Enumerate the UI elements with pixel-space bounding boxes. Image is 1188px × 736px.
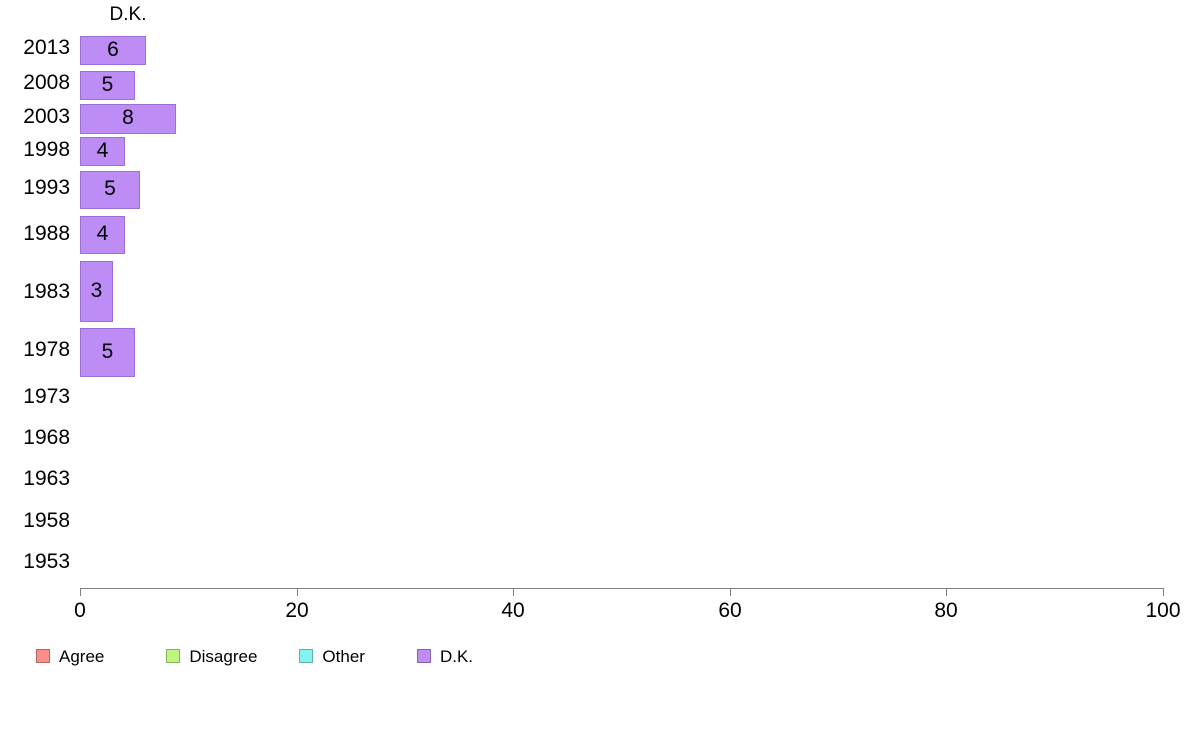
category-label-1968: 1968 [23,426,70,449]
x-axis-line [80,588,1164,589]
category-label-1953: 1953 [23,550,70,573]
x-axis-tick-100 [1163,588,1164,596]
category-label-1978: 1978 [23,338,70,361]
legend-item-agree[interactable]: Agree [36,648,104,665]
x-axis-tick-40 [513,588,514,596]
bar-dk-2008[interactable] [80,71,135,100]
category-label-1963: 1963 [23,467,70,490]
bar-dk-2013[interactable] [80,36,146,65]
x-axis-tick-label-40: 40 [501,599,525,622]
legend-label: Other [322,646,365,666]
legend-swatch-icon-other [299,649,314,663]
bar-dk-1993[interactable] [80,171,140,209]
bar-dk-1988[interactable] [80,216,125,254]
category-label-2003: 2003 [23,105,70,128]
category-label-1958: 1958 [23,509,70,532]
legend-item-other[interactable]: Other [299,648,365,665]
x-axis-tick-20 [297,588,298,596]
category-label-1983: 1983 [23,280,70,303]
legend-label: Disagree [189,646,258,666]
category-label-1973: 1973 [23,385,70,408]
bar-dk-2003[interactable] [80,104,176,134]
bar-dk-1978[interactable] [80,328,135,377]
legend: Agree Disagree Other D.K. [36,645,473,667]
x-axis-tick-label-60: 60 [718,599,742,622]
x-axis-tick-60 [730,588,731,596]
legend-item-dk[interactable]: D.K. [416,646,474,666]
legend-swatch-icon-dk [416,649,431,663]
category-label-1998: 1998 [23,138,70,161]
x-axis-tick-label-0: 0 [74,599,86,622]
column-title: D.K. [109,4,147,25]
x-axis-tick-80 [946,588,947,596]
legend-label: D.K. [439,646,474,666]
x-axis-tick-0 [80,588,81,596]
x-axis-tick-label-20: 20 [285,599,309,622]
bar-dk-1998[interactable] [80,137,125,166]
legend-swatch-icon-agree [36,649,50,663]
category-label-2008: 2008 [23,71,70,94]
category-label-1988: 1988 [23,222,70,245]
bar-dk-1983[interactable] [80,261,113,322]
legend-swatch-icon-disagree [166,649,181,663]
category-label-1993: 1993 [23,176,70,199]
legend-label: Agree [59,646,105,666]
legend-item-disagree[interactable]: Disagree [166,648,257,665]
x-axis-tick-label-100: 100 [1145,599,1181,622]
x-axis-tick-label-80: 80 [934,599,958,622]
category-label-2013: 2013 [23,36,70,59]
